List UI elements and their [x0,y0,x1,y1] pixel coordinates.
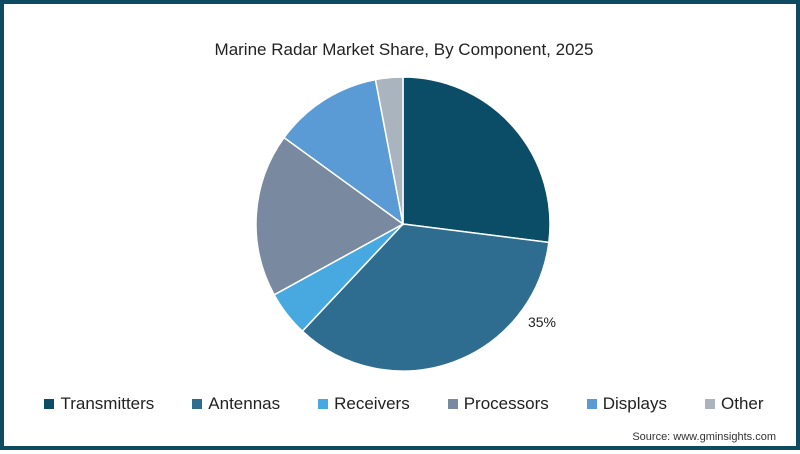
legend-label: Displays [602,394,667,413]
legend-item-displays: Displays [586,394,667,414]
legend-item-processors: Processors [447,394,549,414]
displays-swatch-icon [586,399,597,409]
receivers-swatch-icon [318,399,329,409]
chart-legend: Transmitters Antennas Receivers Processo… [4,394,800,414]
legend-label: Antennas [208,394,281,413]
pie-slice-other [374,76,404,225]
transmitters-swatch-icon [44,399,55,409]
antennas-data-label: 35% [528,314,556,330]
legend-item-receivers: Receivers [318,394,410,414]
legend-label: Processors [463,394,549,413]
pie-slices [255,76,551,372]
antennas-swatch-icon [192,399,203,409]
chart-title: Marine Radar Market Share, By Component,… [214,40,594,59]
pie-slice-displays [283,78,405,226]
legend-item-transmitters: Transmitters [44,394,154,414]
legend-item-other: Other [705,394,764,414]
pie-slice-processors [255,136,405,296]
legend-label: Other [721,394,764,413]
processors-swatch-icon [447,399,458,409]
pie-chart: 35% [255,76,556,372]
pie-slice-transmitters [402,76,551,244]
source-credit: Source: www.gminsights.com [632,431,776,443]
legend-label: Transmitters [60,394,155,413]
pie-slice-antennas [301,223,550,372]
other-swatch-icon [705,399,715,409]
legend-item-antennas: Antennas [192,394,280,414]
legend-label: Receivers [334,394,410,413]
